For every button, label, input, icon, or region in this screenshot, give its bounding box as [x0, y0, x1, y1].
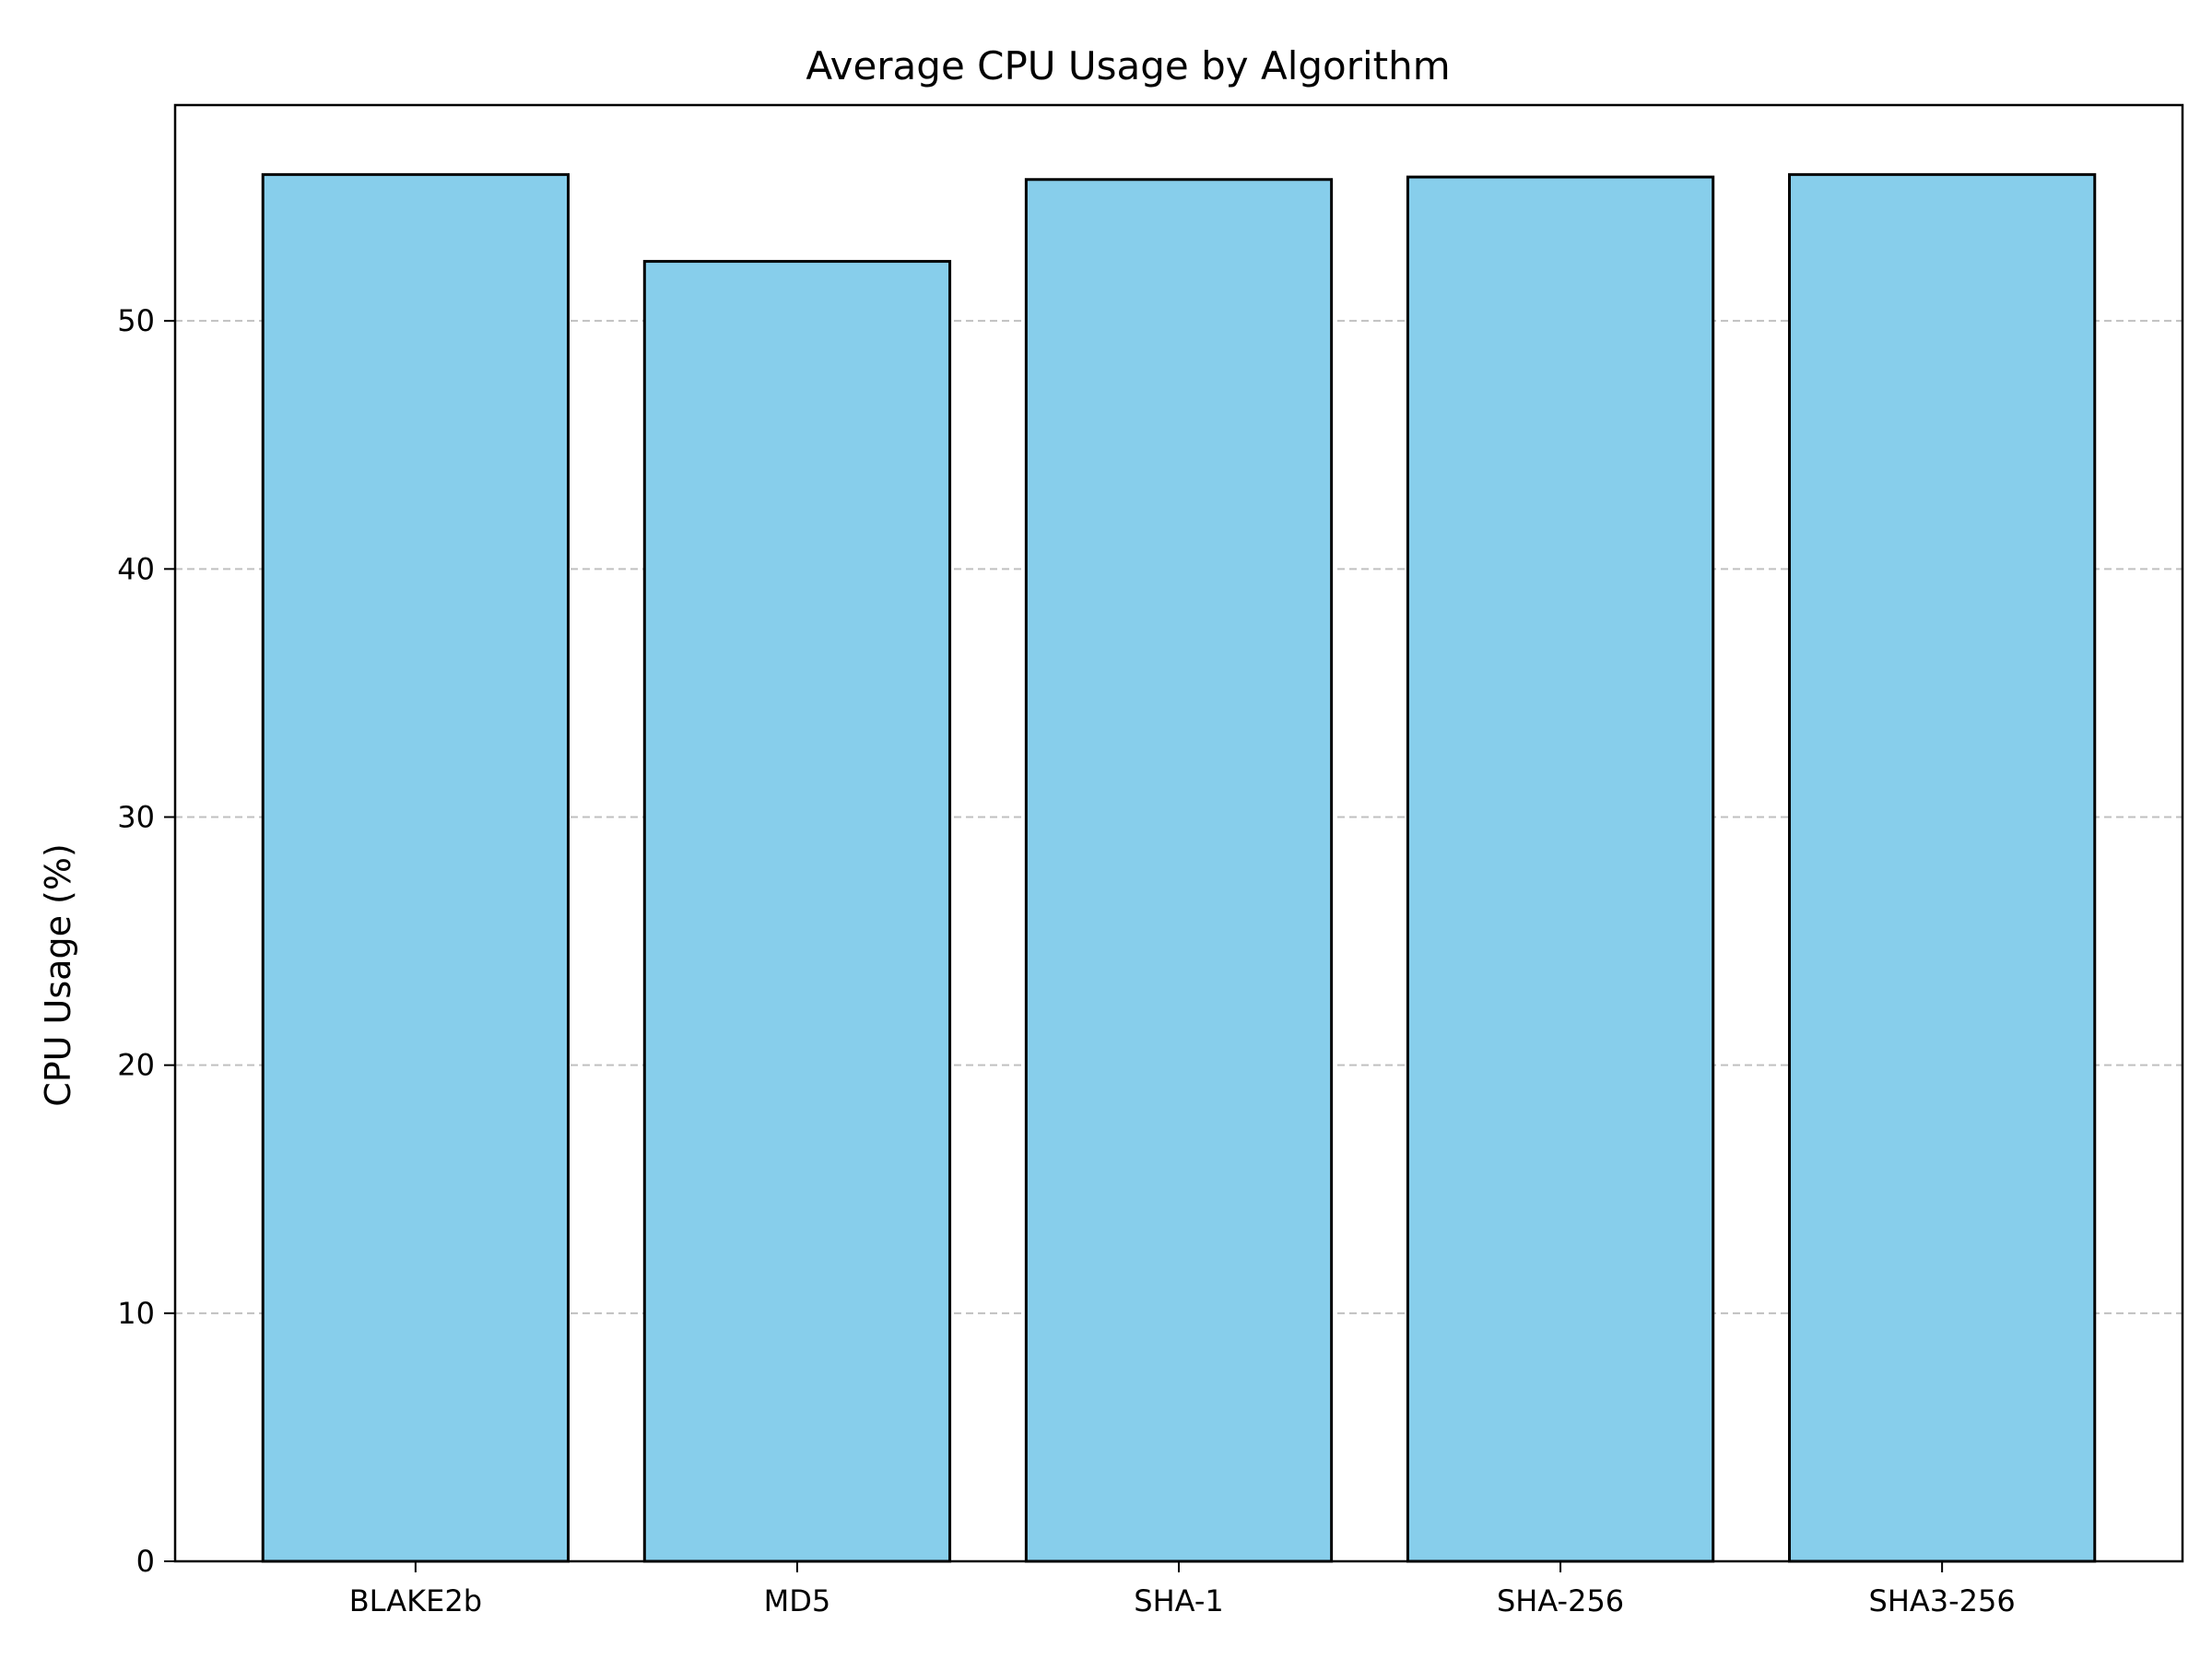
x-tick-label: SHA-1: [1134, 1583, 1223, 1618]
y-ticks: 0 10 20 30 40 50: [117, 303, 175, 1579]
x-tick-label: BLAKE2b: [349, 1583, 482, 1618]
y-tick-label: 20: [117, 1048, 155, 1083]
x-tick-label: MD5: [764, 1583, 831, 1618]
chart-title: Average CPU Usage by Algorithm: [806, 43, 1450, 88]
bar-sha3-256: [1788, 172, 2097, 1563]
y-tick-label: 50: [117, 303, 155, 338]
y-tick-label: 40: [117, 551, 155, 586]
bar-sha-256: [1406, 175, 1715, 1563]
bar-blake2b: [261, 172, 570, 1563]
x-tick-label: SHA-256: [1497, 1583, 1624, 1618]
y-tick-label: 30: [117, 800, 155, 835]
bar-sha-1: [1024, 178, 1334, 1563]
y-axis-label: CPU Usage (%): [38, 843, 78, 1107]
y-tick-label: 10: [117, 1296, 155, 1331]
x-ticks: BLAKE2b MD5 SHA-1 SHA-256 SHA3-256: [349, 1561, 2016, 1618]
bars: [261, 172, 2097, 1563]
y-tick-label: 0: [136, 1544, 155, 1579]
x-tick-label: SHA3-256: [1869, 1583, 2016, 1618]
bar-md5: [642, 260, 952, 1563]
